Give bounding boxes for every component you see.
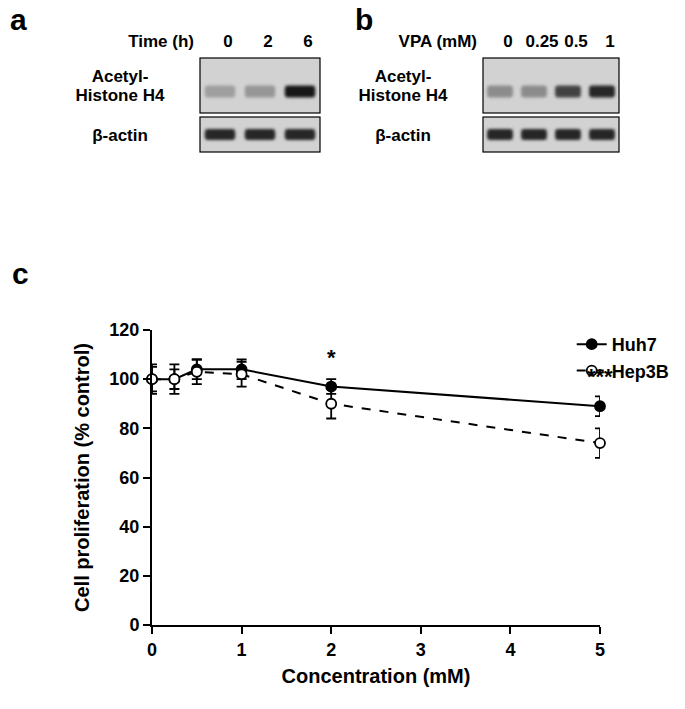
- svg-text:Hep3B: Hep3B: [612, 362, 669, 382]
- svg-text:Cell proliferation (% control): Cell proliferation (% control): [71, 343, 93, 612]
- svg-text:1: 1: [605, 32, 614, 51]
- svg-text:100: 100: [109, 369, 139, 389]
- svg-text:20: 20: [119, 566, 139, 586]
- svg-text:2: 2: [326, 640, 336, 660]
- svg-text:120: 120: [109, 320, 139, 340]
- svg-text:2: 2: [263, 32, 272, 51]
- svg-text:Acetyl-: Acetyl-: [375, 67, 432, 86]
- svg-text:Histone H4: Histone H4: [76, 86, 165, 105]
- svg-text:4: 4: [505, 640, 515, 660]
- svg-text:1: 1: [237, 640, 247, 660]
- svg-text:40: 40: [119, 517, 139, 537]
- svg-text:***: ***: [587, 364, 613, 389]
- svg-text:Acetyl-: Acetyl-: [92, 67, 149, 86]
- svg-text:Time (h): Time (h): [128, 32, 194, 51]
- svg-text:0: 0: [147, 640, 157, 660]
- svg-text:a: a: [10, 3, 27, 36]
- svg-text:Concentration (mM): Concentration (mM): [282, 665, 471, 687]
- svg-text:6: 6: [303, 32, 312, 51]
- svg-text:0: 0: [223, 32, 232, 51]
- svg-text:0: 0: [503, 32, 512, 51]
- svg-text:Histone H4: Histone H4: [359, 86, 448, 105]
- svg-text:VPA (mM): VPA (mM): [399, 32, 477, 51]
- svg-text:*: *: [327, 345, 336, 370]
- svg-text:b: b: [355, 3, 373, 36]
- svg-text:β-actin: β-actin: [375, 126, 431, 145]
- svg-text:Huh7: Huh7: [612, 335, 657, 355]
- svg-text:80: 80: [119, 419, 139, 439]
- svg-text:3: 3: [416, 640, 426, 660]
- svg-text:β-actin: β-actin: [92, 126, 148, 145]
- svg-text:5: 5: [595, 640, 605, 660]
- svg-text:60: 60: [119, 468, 139, 488]
- svg-text:0: 0: [129, 615, 139, 635]
- svg-text:0.5: 0.5: [564, 32, 588, 51]
- svg-text:0.25: 0.25: [525, 32, 558, 51]
- svg-text:c: c: [12, 257, 29, 290]
